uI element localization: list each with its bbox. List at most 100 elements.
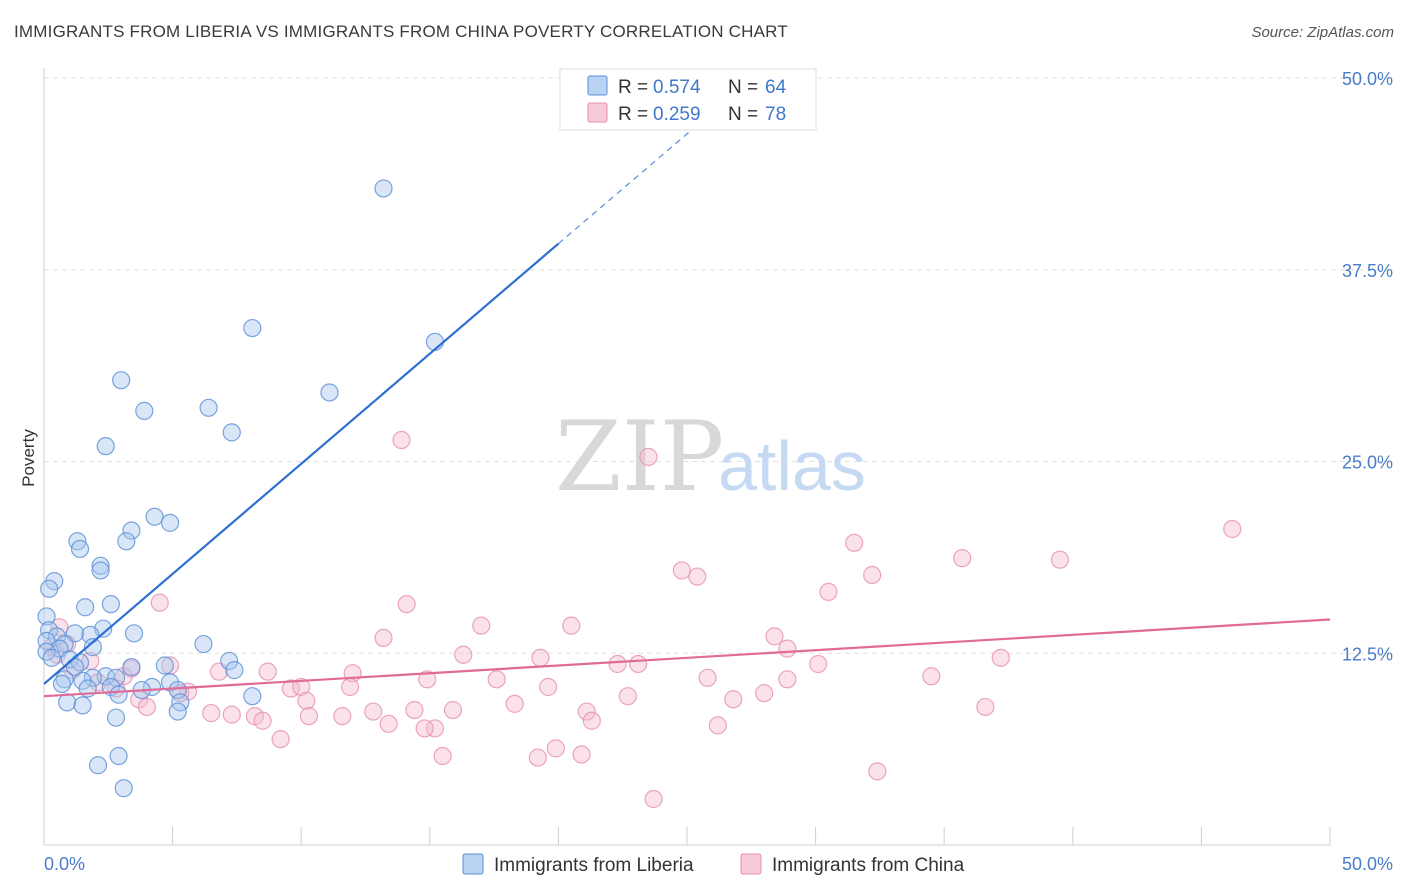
china-point (222, 705, 241, 724)
liberia-point (243, 687, 262, 706)
liberia-point (145, 507, 164, 526)
bottom-legend-swatch-china (740, 853, 762, 875)
liberia-points (37, 179, 445, 798)
china-point (644, 789, 663, 809)
liberia-point (101, 595, 120, 614)
liberia-point (91, 561, 110, 580)
liberia-point (425, 332, 445, 351)
liberia-point (117, 532, 136, 551)
liberia-point (70, 539, 90, 559)
source-label: Source: ZipAtlas.com (1251, 24, 1394, 41)
china-point (953, 549, 972, 568)
china-point (374, 628, 393, 648)
legend-n-label-liberia: N = (728, 77, 758, 98)
legend-swatch-liberia (587, 75, 608, 96)
china-point (755, 684, 774, 703)
liberia-point (124, 624, 144, 643)
x-tick-label: 50.0% (1342, 854, 1393, 874)
china-point (397, 595, 416, 614)
china-point (672, 561, 691, 580)
china-point (418, 670, 437, 689)
china-point (271, 730, 290, 749)
legend-n-value-china: 78 (765, 104, 786, 125)
china-point (415, 719, 434, 738)
legend-r-value-liberia: 0.574 (653, 77, 701, 98)
china-point (505, 694, 524, 713)
watermark: ZIP atlas (555, 401, 866, 513)
china-point (297, 691, 316, 710)
legend-r-value-china: 0.259 (653, 104, 701, 125)
china-point (809, 654, 828, 674)
china-point (976, 697, 995, 717)
x-tick-label: 0.0% (44, 854, 85, 874)
liberia-point (40, 579, 59, 598)
chart-title: IMMIGRANTS FROM LIBERIA VS IMMIGRANTS FR… (14, 22, 788, 41)
liberia-point (122, 521, 141, 540)
liberia-point (73, 696, 92, 715)
legend-swatch-china (587, 102, 608, 123)
liberia-point (114, 779, 133, 798)
china-point (546, 739, 565, 758)
china-point (379, 714, 398, 733)
china-point (698, 668, 717, 687)
liberia-point (155, 656, 174, 675)
y-tick-label: 37.5% (1342, 261, 1393, 281)
china-point (572, 745, 591, 764)
china-point (150, 593, 169, 612)
china-point (765, 627, 784, 646)
liberia-point (168, 702, 187, 721)
liberia-point (52, 674, 72, 694)
china-point (639, 447, 658, 466)
china-point (1050, 550, 1070, 569)
bottom-legend: Immigrants from Liberia Immigrants from … (462, 853, 965, 876)
china-point (202, 703, 221, 723)
china-point (991, 648, 1010, 667)
y-tick-label: 50.0% (1342, 69, 1393, 89)
liberia-point (135, 401, 154, 420)
liberia-point (225, 661, 244, 680)
china-trend-line (43, 618, 1331, 698)
liberia-point (160, 673, 180, 692)
china-point (724, 690, 743, 709)
china-point (688, 567, 707, 586)
y-tick-label: 12.5% (1342, 644, 1393, 664)
liberia-point (222, 423, 241, 442)
china-point (608, 654, 627, 674)
grid (44, 77, 1394, 654)
china-point (454, 645, 473, 664)
liberia-point (76, 598, 95, 617)
china-point (405, 700, 424, 720)
china-point (708, 716, 727, 735)
legend-r-label-china: R = (618, 104, 648, 125)
china-point (618, 687, 637, 706)
china-point (299, 707, 319, 726)
liberia-point (243, 318, 262, 338)
china-point (258, 662, 277, 681)
liberia-point (160, 513, 180, 532)
liberia-point (109, 685, 128, 704)
china-point (528, 748, 547, 767)
liberia-trend-line (43, 242, 560, 685)
liberia-point (106, 708, 126, 727)
liberia-point (83, 638, 102, 657)
liberia-point (109, 746, 128, 766)
china-point (845, 533, 864, 552)
china-point (433, 746, 452, 766)
china-point (487, 670, 506, 689)
liberia-point (88, 756, 108, 775)
china-point (137, 697, 156, 717)
liberia-point (122, 657, 141, 677)
liberia-point (374, 179, 393, 198)
china-point (562, 616, 581, 635)
liberia-point (142, 677, 162, 697)
trend-lines (43, 100, 1331, 698)
legend-n-value-liberia: 64 (765, 77, 787, 98)
china-point (340, 677, 360, 697)
tick-labels: 12.5% 25.0% 37.5% 50.0% 0.0% 50.0% (44, 69, 1393, 874)
china-point (531, 648, 550, 667)
watermark-atlas: atlas (718, 427, 866, 505)
y-tick-label: 25.0% (1342, 453, 1393, 473)
china-point (778, 639, 797, 658)
china-point (333, 707, 352, 726)
